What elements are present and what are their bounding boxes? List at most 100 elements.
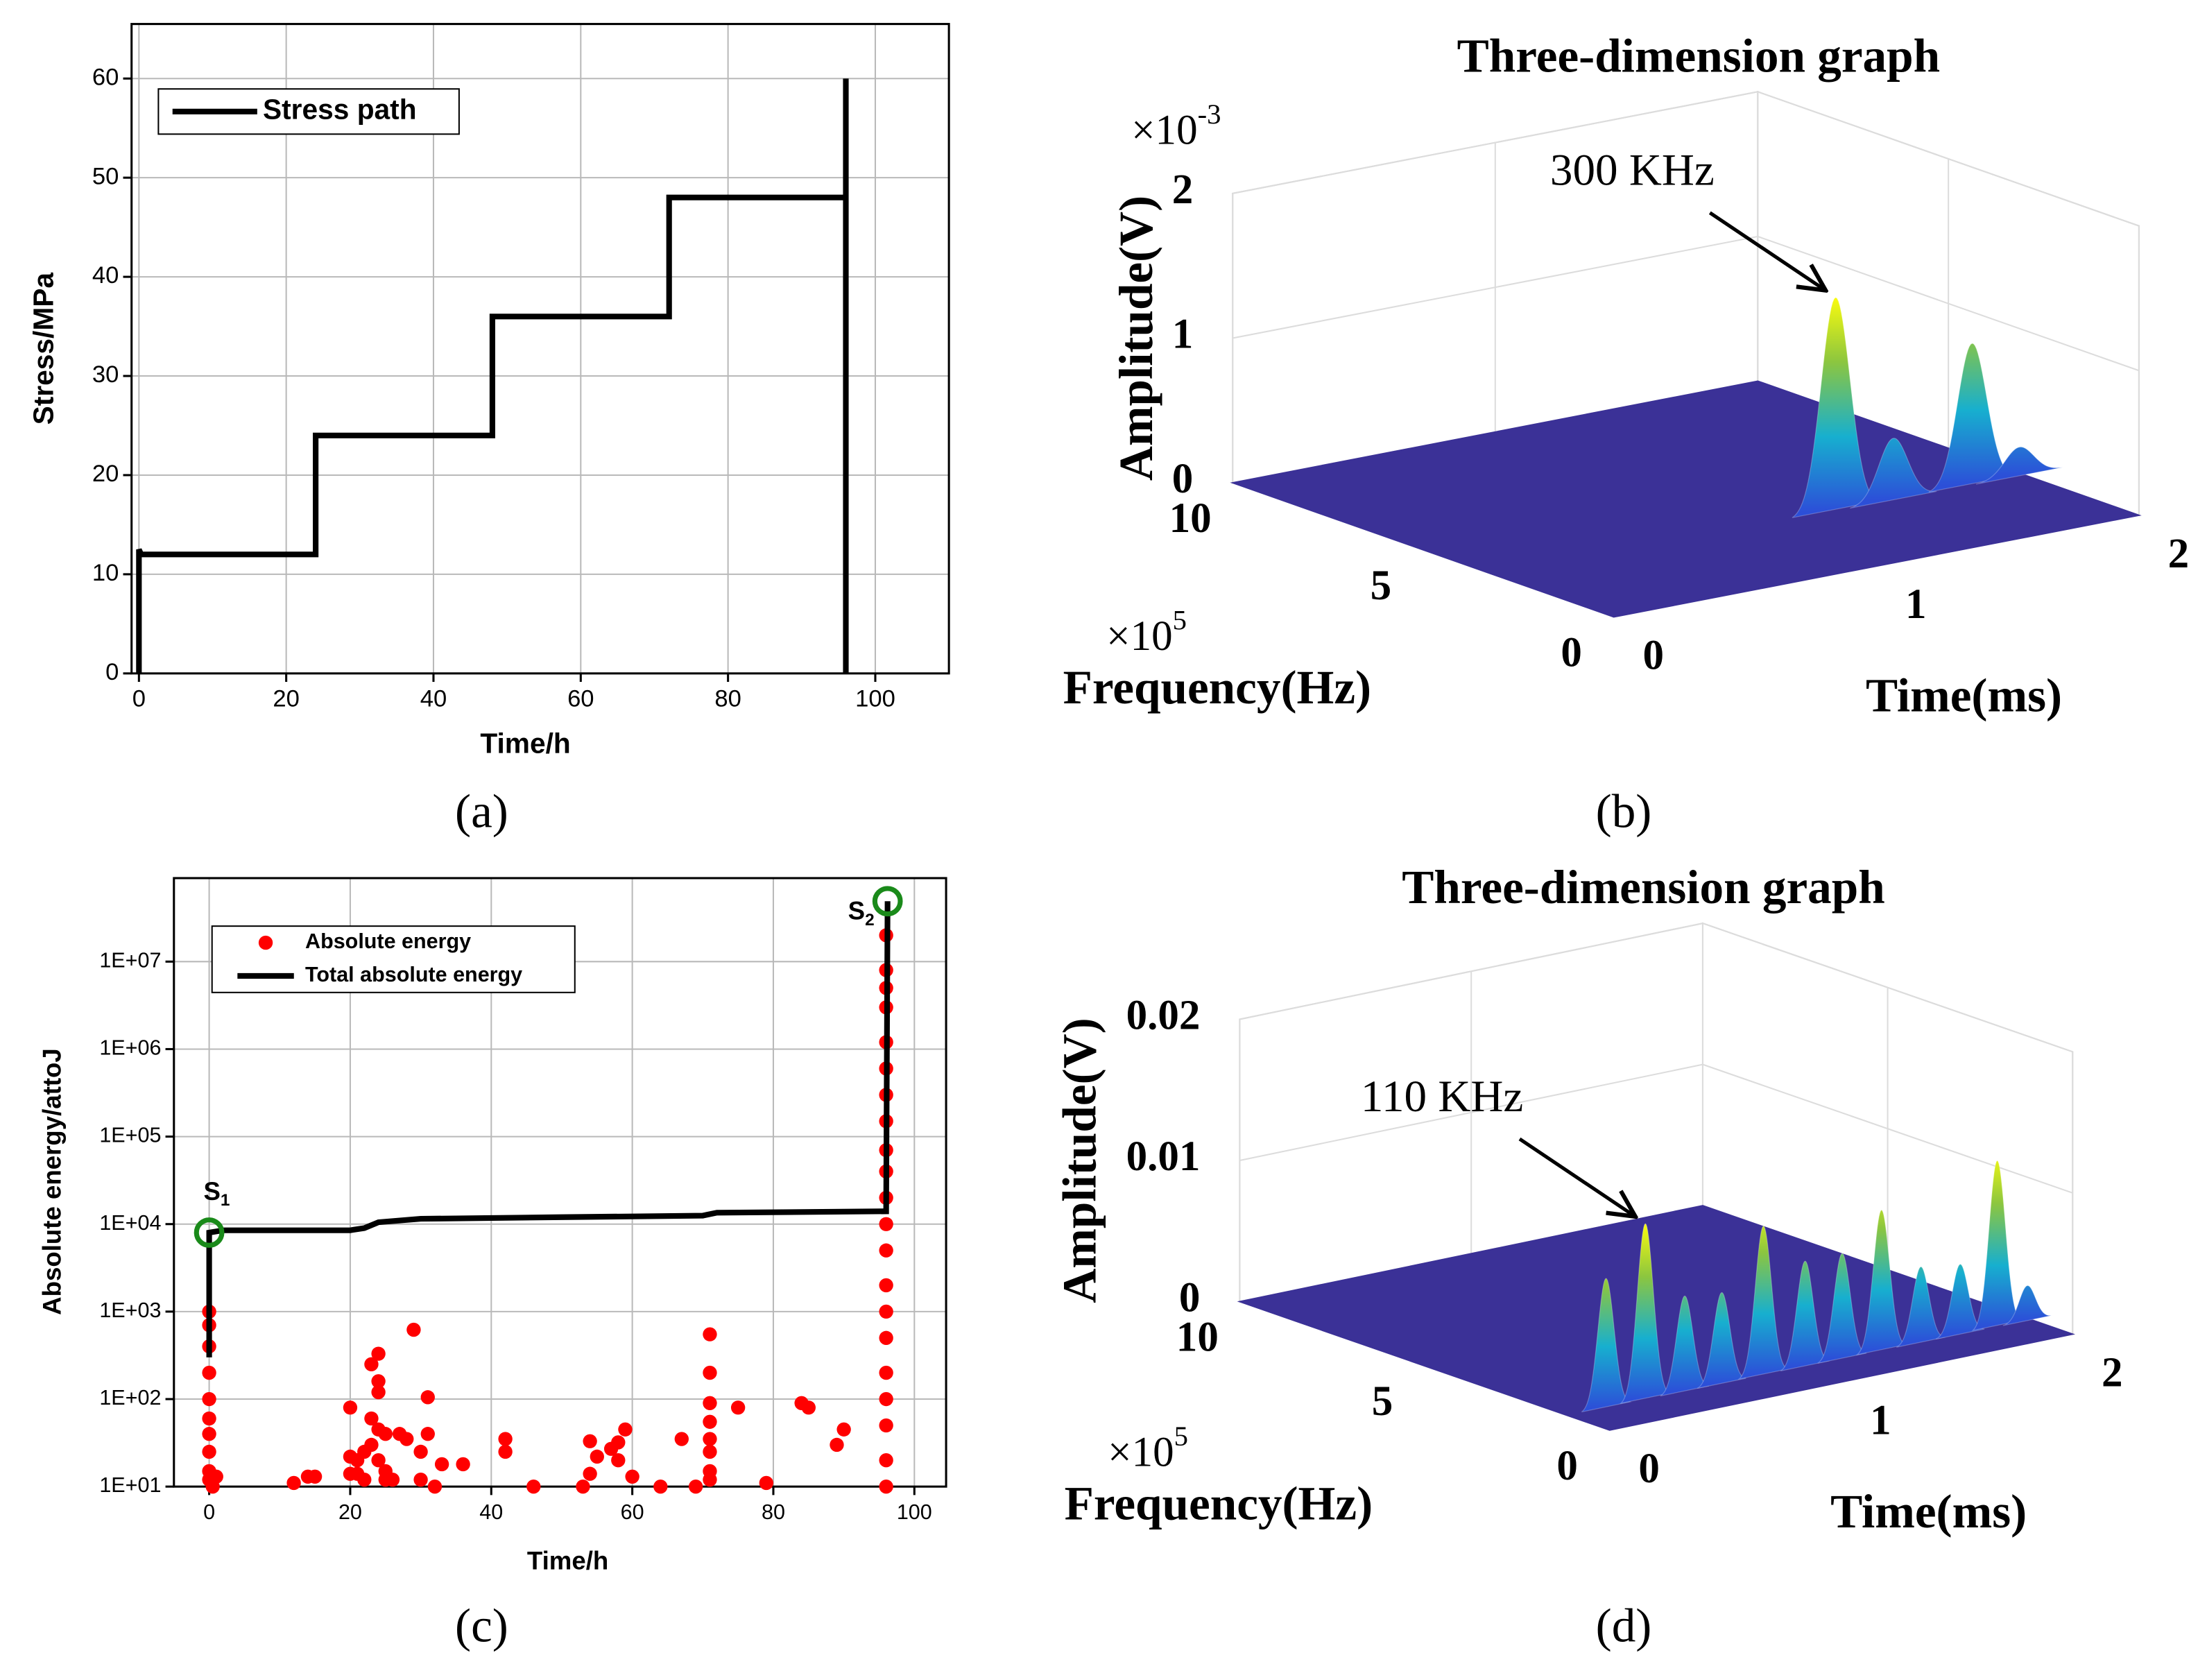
scatter-point [879, 1479, 893, 1494]
peak [1780, 1260, 1830, 1371]
scatter-point [498, 1432, 513, 1446]
z-tick-label: 0 [1172, 456, 1194, 502]
scatter-point [688, 1479, 703, 1494]
annotation-arrow [1518, 1137, 1635, 1217]
scatter-point [350, 1466, 365, 1481]
peak [1896, 1266, 1946, 1348]
legend-box [211, 925, 576, 993]
multiplier-base: ×10 [1131, 107, 1197, 153]
scatter-point [364, 1357, 379, 1372]
scatter-point [202, 1365, 216, 1380]
multiplier-power: 5 [1174, 1421, 1188, 1452]
scatter-point [879, 1243, 893, 1258]
scatter-point [371, 1374, 386, 1389]
x-tick-label: 1 [1870, 1398, 1891, 1444]
x-axis-label: Time/h [480, 727, 570, 759]
multiplier-power: 5 [1173, 605, 1187, 636]
scatter-point [343, 1400, 358, 1415]
scatter-point [413, 1473, 428, 1487]
series-line [136, 78, 849, 674]
scatter-point [625, 1469, 639, 1484]
x-tick-label: 60 [567, 686, 594, 712]
x-tick-label: 80 [714, 686, 741, 712]
scatter-point [703, 1365, 717, 1380]
chart-title: Three-dimension graph [1402, 860, 1884, 914]
y-tick-label: 40 [92, 262, 119, 289]
scatter-point [703, 1396, 717, 1410]
peak [1928, 343, 2016, 492]
peak [1975, 446, 2063, 485]
scatter-point [674, 1432, 689, 1446]
grid-line [1239, 923, 2073, 1053]
legend-label: Absolute energy [305, 929, 471, 953]
y-tick-label: 1E+02 [99, 1386, 161, 1409]
y-tick-label: 10 [1169, 495, 1212, 542]
peak [1581, 1278, 1632, 1413]
annotation-label: 300 KHz [1550, 146, 1715, 196]
peak [1737, 1225, 1789, 1380]
grid-line [1233, 235, 2140, 372]
annotation-subscript: 2 [865, 911, 875, 929]
y-axis-label: Stress/MPa [27, 273, 59, 425]
z-tick-label: 2 [1172, 166, 1194, 213]
scatter-point [378, 1427, 393, 1441]
scatter-point [434, 1457, 449, 1472]
y-tick-label: 1E+01 [99, 1473, 161, 1497]
y-tick-label: 10 [92, 560, 119, 586]
z-axis-label: Amplitude(V) [1109, 196, 1162, 481]
scatter-point [364, 1437, 379, 1452]
annotation-label: 110 KHz [1361, 1072, 1523, 1122]
axis-multiplier: ×105 [1108, 1421, 1188, 1475]
z-tick-label: 0.01 [1126, 1133, 1201, 1180]
y-tick-label: 0 [105, 659, 119, 685]
annotation-text: S [203, 1177, 220, 1206]
y-tick-label: 10 [1176, 1314, 1219, 1361]
scatter-point [406, 1322, 421, 1337]
multiplier-base: ×10 [1106, 613, 1172, 660]
x-tick-label: 80 [762, 1500, 785, 1524]
scatter-point [879, 1418, 893, 1433]
scatter-point [730, 1400, 746, 1415]
y-axis-label: Frequency(Hz) [1063, 660, 1371, 714]
multiplier-base: ×10 [1108, 1429, 1174, 1475]
scatter-point [202, 1411, 216, 1426]
y-tick-label: 1E+07 [99, 948, 161, 972]
grid-line [1239, 1063, 2073, 1194]
x-tick-label: 60 [621, 1500, 644, 1524]
scatter-point [879, 1365, 893, 1380]
scatter-point [879, 1453, 893, 1468]
peak [1792, 297, 1881, 518]
y-tick-label: 5 [1371, 563, 1392, 609]
annotation-label: S2 [848, 896, 875, 929]
axis-multiplier: ×10-3 [1131, 98, 1221, 153]
x-tick-label: 0 [203, 1500, 215, 1524]
scatter-point [526, 1479, 541, 1494]
scatter-point [364, 1411, 379, 1426]
scatter-point [703, 1414, 717, 1429]
scatter-point [836, 1422, 851, 1437]
scatter-point [879, 1304, 893, 1319]
peak [1935, 1264, 1985, 1340]
x-tick-label: 20 [338, 1500, 362, 1524]
y-tick-label: 0 [1561, 629, 1582, 676]
x-tick-label: 1 [1905, 581, 1927, 628]
y-tick-label: 5 [1372, 1378, 1393, 1425]
x-tick-label: 40 [479, 1500, 503, 1524]
scatter-point [590, 1449, 604, 1464]
panel-caption: (d) [1596, 1599, 1652, 1652]
x-tick-label: 0 [132, 686, 146, 712]
y-tick-label: 60 [92, 64, 119, 90]
legend-swatch [258, 935, 273, 950]
axis-multiplier: ×105 [1106, 605, 1187, 660]
scatter-point [611, 1453, 626, 1468]
x-tick-label: 100 [855, 686, 895, 712]
x-tick-label: 40 [420, 686, 447, 712]
annotation-text: S [848, 896, 865, 925]
floor-surface [1230, 380, 2142, 618]
multiplier-power: -3 [1198, 98, 1221, 130]
plot-frame [173, 877, 947, 1488]
y-tick-label: 0 [1556, 1443, 1578, 1489]
scatter-point [576, 1479, 590, 1494]
panel-caption: (c) [455, 1599, 508, 1652]
